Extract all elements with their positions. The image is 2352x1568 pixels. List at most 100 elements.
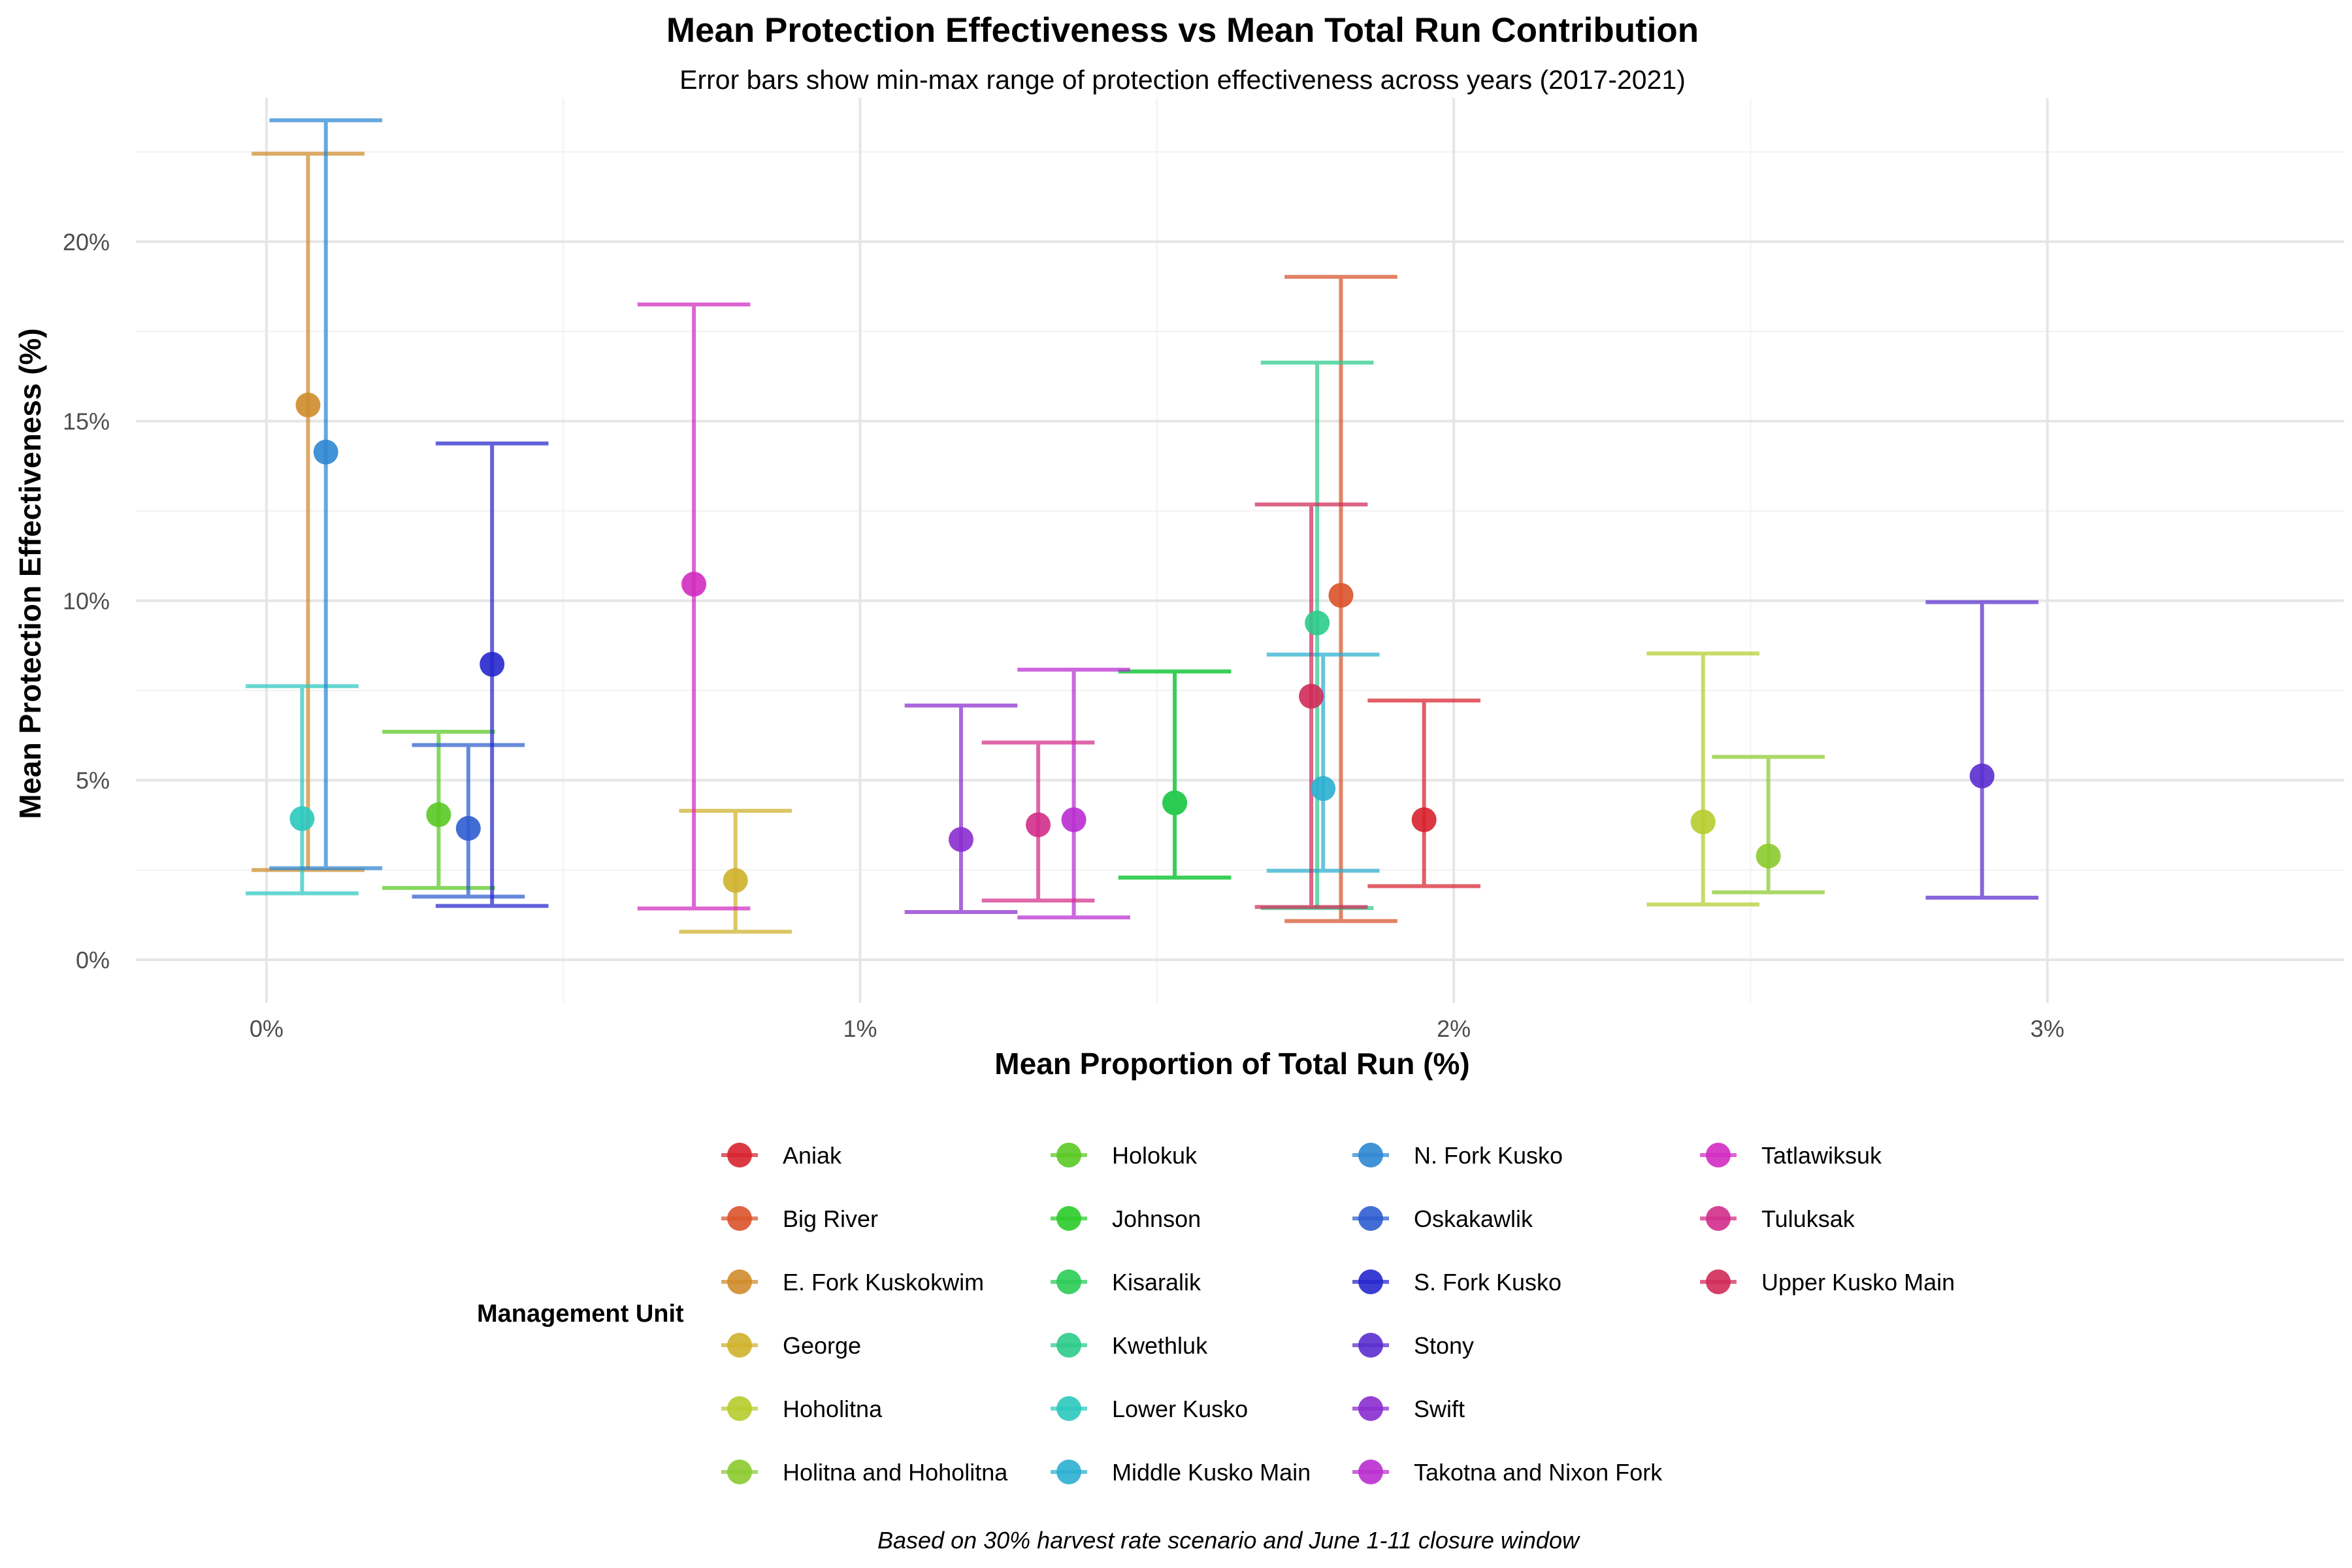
- legend: Aniak Big River E. Fork Kuskokwim George Hoh…: [721, 1142, 1955, 1486]
- legend-label: Johnson: [1112, 1205, 1201, 1232]
- legend-item: Middle Kusko Main: [1051, 1459, 1311, 1486]
- legend-key-point: [727, 1206, 752, 1231]
- legend-label: Takotna and Nixon Fork: [1414, 1459, 1663, 1486]
- legend-item: Kwethluk: [1051, 1332, 1208, 1359]
- legend-key-point: [727, 1333, 752, 1358]
- y-tick-label: 5%: [76, 767, 110, 794]
- data-point: [455, 815, 481, 841]
- legend-item: Takotna and Nixon Fork: [1352, 1459, 1663, 1486]
- error-bar: [1367, 698, 1480, 889]
- error-bar: [252, 152, 365, 872]
- legend-label: Kisaralik: [1112, 1269, 1201, 1296]
- data-point: [1162, 790, 1188, 815]
- data-point: [289, 806, 315, 832]
- legend-label: Aniak: [783, 1142, 842, 1169]
- legend-item: E. Fork Kuskokwim: [721, 1269, 984, 1296]
- data-point: [681, 572, 707, 597]
- tick-labels: 0% 1% 2% 3% 0% 5% 10% 15% 20%: [63, 229, 2065, 1042]
- legend-key-point: [1358, 1206, 1383, 1231]
- legend-label: N. Fork Kusko: [1414, 1142, 1563, 1169]
- legend-label: Upper Kusko Main: [1761, 1269, 1955, 1296]
- legend-label: Holokuk: [1112, 1142, 1198, 1169]
- legend-item: Stony: [1352, 1332, 1474, 1359]
- legend-key-point: [1056, 1143, 1081, 1168]
- legend-key-point: [1706, 1143, 1731, 1168]
- legend-item: Johnson: [1051, 1205, 1201, 1232]
- legend-item: Oskakawlik: [1352, 1205, 1533, 1232]
- legend-label: Kwethluk: [1112, 1332, 1208, 1359]
- legend-label: Stony: [1414, 1332, 1474, 1359]
- error-bar: [246, 684, 359, 896]
- data-point: [313, 439, 338, 465]
- legend-item: Tatlawiksuk: [1700, 1142, 1882, 1169]
- legend-key-point: [1358, 1460, 1383, 1484]
- y-tick-label: 20%: [63, 229, 110, 255]
- data-points: [289, 392, 1995, 893]
- legend-label: George: [783, 1332, 861, 1359]
- legend-item: S. Fork Kusko: [1352, 1269, 1561, 1296]
- data-point: [295, 392, 321, 417]
- legend-label: Oskakawlik: [1414, 1205, 1533, 1232]
- legend-item: Lower Kusko: [1051, 1396, 1248, 1422]
- data-point: [426, 802, 451, 828]
- chart-subtitle: Error bars show min-max range of protect…: [679, 65, 1686, 95]
- error-bar: [1017, 667, 1130, 920]
- legend-item: Tuluksak: [1700, 1205, 1855, 1232]
- error-bar: [1118, 669, 1232, 880]
- error-bar: [269, 118, 383, 870]
- y-tick-label: 15%: [63, 408, 110, 435]
- error-bar: [904, 703, 1018, 914]
- legend-label: Holitna and Hoholitna: [783, 1459, 1008, 1486]
- data-point: [1311, 776, 1336, 801]
- error-bar: [1266, 652, 1380, 873]
- legend-key-point: [1358, 1269, 1383, 1294]
- x-tick-label: 3%: [2031, 1015, 2065, 1042]
- error-bar: [1712, 755, 1825, 894]
- data-point: [1061, 807, 1086, 832]
- legend-label: Tatlawiksuk: [1761, 1142, 1882, 1169]
- legend-key-point: [1706, 1269, 1731, 1294]
- legend-key-point: [1056, 1269, 1081, 1294]
- legend-key-point: [1056, 1396, 1081, 1421]
- legend-key-point: [1056, 1460, 1081, 1484]
- data-point: [480, 651, 505, 677]
- legend-label: E. Fork Kuskokwim: [783, 1269, 984, 1296]
- legend-label: Tuluksak: [1761, 1205, 1855, 1232]
- x-tick-label: 0%: [250, 1015, 284, 1042]
- data-point: [1411, 807, 1437, 832]
- legend-item: Holokuk: [1051, 1142, 1198, 1169]
- legend-label: S. Fork Kusko: [1414, 1269, 1561, 1296]
- legend-item: Aniak: [721, 1142, 842, 1169]
- data-point: [723, 868, 748, 893]
- legend-key-point: [1358, 1143, 1383, 1168]
- x-axis-title: Mean Proportion of Total Run (%): [994, 1047, 1469, 1081]
- x-tick-label: 1%: [843, 1015, 877, 1042]
- data-point: [1756, 843, 1781, 869]
- legend-item: Big River: [721, 1205, 878, 1232]
- legend-item: N. Fork Kusko: [1352, 1142, 1563, 1169]
- data-point: [1026, 812, 1051, 838]
- legend-key-point: [1358, 1333, 1383, 1358]
- legend-item: George: [721, 1332, 861, 1359]
- data-point: [948, 826, 973, 852]
- y-tick-label: 10%: [63, 587, 110, 614]
- legend-label: Middle Kusko Main: [1112, 1459, 1311, 1486]
- legend-item: Swift: [1352, 1396, 1465, 1422]
- y-axis-title: Mean Protection Effectiveness (%): [13, 328, 47, 819]
- legend-key-point: [727, 1460, 752, 1484]
- legend-item: Hoholitna: [721, 1396, 883, 1422]
- legend-key-point: [727, 1396, 752, 1421]
- chart-caption: Based on 30% harvest rate scenario and J…: [877, 1527, 1580, 1554]
- legend-key-point: [1056, 1333, 1081, 1358]
- error-bar: [1925, 600, 2039, 900]
- legend-label: Lower Kusko: [1112, 1396, 1248, 1422]
- data-point: [1305, 610, 1330, 636]
- error-bar: [637, 302, 751, 911]
- legend-key-point: [1358, 1396, 1383, 1421]
- legend-key-point: [1056, 1206, 1081, 1231]
- legend-label: Swift: [1414, 1396, 1465, 1422]
- legend-item: Upper Kusko Main: [1700, 1269, 1955, 1296]
- data-point: [1690, 809, 1716, 834]
- x-tick-label: 2%: [1437, 1015, 1471, 1042]
